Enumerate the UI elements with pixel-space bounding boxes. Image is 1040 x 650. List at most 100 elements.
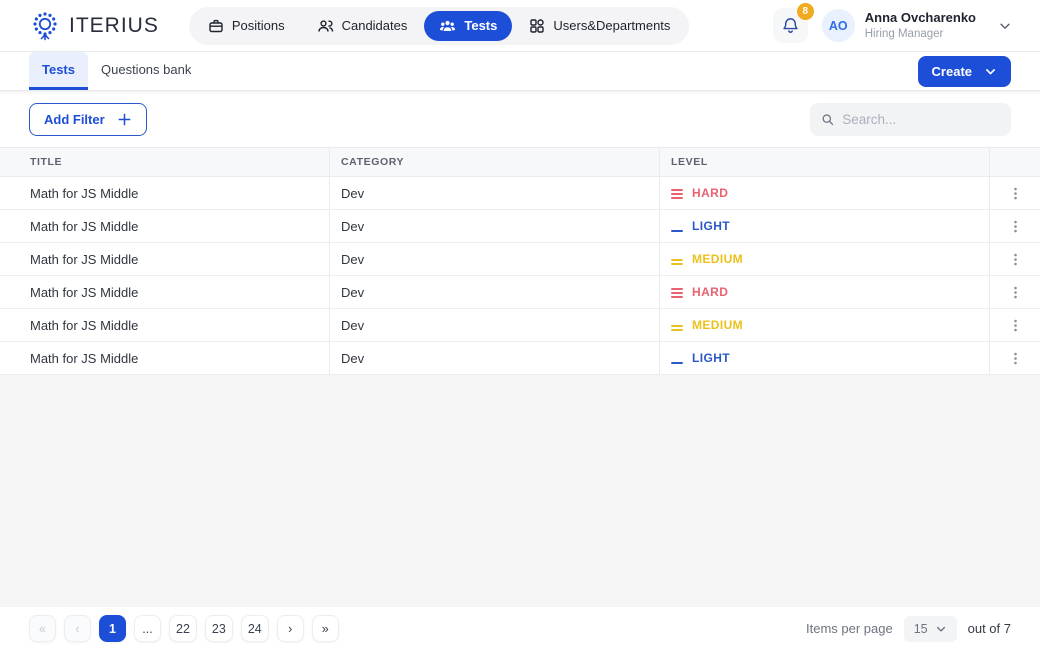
tab-tests[interactable]: Tests [29, 52, 88, 90]
level-bars-icon [671, 287, 683, 298]
plus-icon [118, 113, 131, 125]
test-title: Math for JS Middle [0, 177, 330, 209]
column-header-level: LEVEL [660, 148, 990, 176]
search-box [810, 102, 1011, 136]
level-bar [671, 295, 683, 298]
chevron-down-icon [936, 626, 945, 632]
level-label: LIGHT [692, 219, 730, 233]
row-actions-button[interactable] [1001, 278, 1029, 306]
test-level: HARD [660, 276, 990, 308]
level-bars-icon [671, 353, 683, 364]
row-actions-cell [990, 210, 1040, 242]
user-menu-button[interactable] [998, 19, 1012, 33]
kebab-menu-icon [1013, 187, 1017, 199]
test-level: MEDIUM [660, 309, 990, 341]
avatar[interactable]: AO [821, 9, 855, 42]
bottom-bar: « ‹ 1... 22 23 24 › » Items per page 15 out of … [0, 607, 1040, 650]
row-actions-button[interactable] [1001, 212, 1029, 240]
kebab-menu-icon [1013, 286, 1017, 298]
pagination-first[interactable]: « [29, 615, 56, 642]
table-header: TITLE CATEGORY LEVEL [0, 147, 1040, 177]
level-label: MEDIUM [692, 318, 744, 332]
level-bars-icon [671, 188, 683, 199]
tab-questions-bank[interactable]: Questions bank [88, 52, 204, 90]
create-button-label: Create [931, 63, 972, 79]
table-row[interactable]: Math for JS Middle Dev HARD [0, 276, 1040, 309]
level-bar [671, 262, 683, 265]
level-label: HARD [692, 285, 729, 299]
top-right-group: 8 AO Anna Ovcharenko Hiring Manager [772, 3, 1012, 43]
test-title: Math for JS Middle [0, 342, 330, 374]
level-bar [671, 328, 683, 331]
pagination-last[interactable]: » [311, 615, 339, 642]
table-row[interactable]: Math for JS Middle Dev LIGHT [0, 342, 1040, 375]
notification-badge: 8 [796, 3, 814, 20]
test-title: Math for JS Middle [0, 210, 330, 242]
nav-item-label: Tests [464, 18, 498, 33]
table-row[interactable]: Math for JS Middle Dev LIGHT [0, 210, 1040, 243]
nav-item-candidates[interactable]: Candidates [302, 11, 423, 41]
group-icon [440, 20, 456, 31]
row-actions-cell [990, 177, 1040, 209]
table-row[interactable]: Math for JS Middle Dev MEDIUM [0, 243, 1040, 276]
test-category: Dev [330, 276, 660, 308]
notifications-button[interactable]: 8 [772, 3, 814, 43]
search-input[interactable] [842, 111, 1000, 127]
column-header-category: CATEGORY [330, 148, 660, 176]
items-per-page-label: Items per page [806, 621, 893, 636]
table-row[interactable]: Math for JS Middle Dev HARD [0, 177, 1040, 210]
level-label: LIGHT [692, 351, 730, 365]
kebab-menu-icon [1013, 352, 1017, 364]
create-button[interactable]: Create [917, 55, 1011, 87]
bell-icon [783, 18, 798, 33]
per-page-group: Items per page 15 out of 7 [806, 615, 1011, 642]
pagination-page-24[interactable]: 24 [240, 615, 269, 642]
total-pages-label: out of 7 [967, 621, 1011, 636]
row-actions-button[interactable] [1001, 311, 1029, 339]
test-level: LIGHT [660, 210, 990, 242]
column-header-actions [990, 148, 1040, 176]
pagination-prev[interactable]: ‹ [64, 615, 91, 642]
items-per-page-value: 15 [913, 621, 928, 636]
briefcase-icon [209, 19, 223, 32]
test-level: LIGHT [660, 342, 990, 374]
level-bar [671, 361, 683, 364]
level-bar [671, 258, 683, 261]
nav-item-users-departments[interactable]: Users&Departments [514, 11, 685, 41]
row-actions-cell [990, 276, 1040, 308]
pagination-ellipsis[interactable]: ... [134, 615, 161, 642]
pagination-page-22[interactable]: 22 [169, 615, 197, 642]
row-actions-button[interactable] [1001, 344, 1029, 372]
items-per-page-select[interactable]: 15 [903, 615, 957, 642]
level-bar [671, 287, 683, 290]
pagination-page-23[interactable]: 23 [204, 615, 233, 642]
nav-item-label: Candidates [341, 18, 408, 33]
search-icon [822, 113, 834, 125]
level-label: HARD [692, 186, 729, 200]
level-bar [671, 229, 683, 232]
test-category: Dev [330, 309, 660, 341]
column-header-title: TITLE [0, 148, 330, 176]
level-label: MEDIUM [692, 252, 744, 266]
pagination-page-1[interactable]: 1 [99, 615, 126, 642]
kebab-menu-icon [1013, 220, 1017, 232]
test-title: Math for JS Middle [0, 243, 330, 275]
table-row[interactable]: Math for JS Middle Dev MEDIUM [0, 309, 1040, 342]
add-filter-label: Add Filter [44, 111, 105, 127]
nav-item-tests[interactable]: Tests [424, 10, 513, 41]
row-actions-button[interactable] [1001, 245, 1029, 273]
level-bars-icon [671, 254, 683, 265]
table-body: Math for JS Middle Dev HARD Math for JS … [0, 177, 1040, 375]
add-filter-button[interactable]: Add Filter [29, 102, 147, 136]
nav-item-label: Users&Departments [553, 18, 671, 33]
row-actions-cell [990, 309, 1040, 341]
row-actions-button[interactable] [1001, 179, 1029, 207]
brand: ITERIUS [28, 9, 159, 43]
test-level: MEDIUM [660, 243, 990, 275]
nav-item-positions[interactable]: Positions [193, 11, 300, 41]
pagination-next[interactable]: › [276, 615, 304, 642]
kebab-menu-icon [1013, 253, 1017, 265]
grid-icon [530, 18, 545, 33]
test-title: Math for JS Middle [0, 309, 330, 341]
